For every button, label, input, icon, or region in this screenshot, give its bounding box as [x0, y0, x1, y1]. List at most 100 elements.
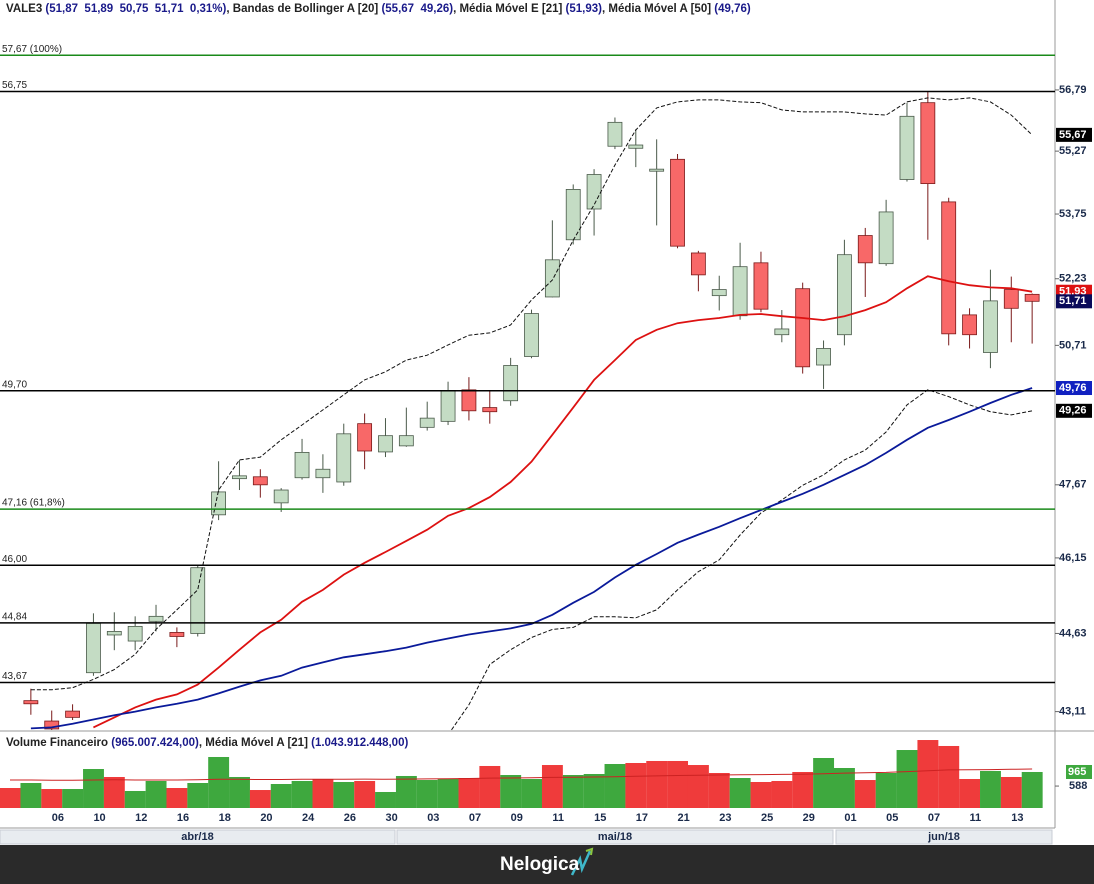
price-badge: [1056, 294, 1092, 309]
volume-bar: [771, 780, 793, 808]
candle-body: [962, 314, 977, 336]
candle-body: [1003, 289, 1019, 309]
title-part: (1.043.912.448,00): [311, 737, 409, 749]
candle-body: [607, 121, 623, 147]
brand: Nelogica: [500, 854, 580, 875]
candle-body: [294, 451, 310, 479]
volume-title: Volume Financeiro (965.007.424,00), Médi…: [6, 737, 408, 749]
price-badge: [1056, 381, 1092, 396]
candle-body: [106, 631, 122, 636]
volume-bar: [562, 775, 584, 808]
y-tick-label: 52,23: [1059, 273, 1087, 285]
candle-body: [774, 328, 790, 336]
volume-bar: [646, 760, 668, 808]
indicator-line: [93, 275, 1033, 729]
level-label: 46,00: [2, 554, 27, 565]
volume-bar: [437, 779, 459, 808]
x-tick-label: 07: [928, 812, 940, 824]
volume-bar: [854, 780, 876, 808]
volume-bar: [875, 773, 897, 808]
level-label: 47,16 (61,8%): [2, 498, 65, 509]
candle-body: [920, 102, 936, 185]
volume-badge-label: 965: [1068, 766, 1086, 778]
volume-bar: [354, 780, 376, 808]
volume-bar: [20, 783, 42, 808]
candle-body: [169, 632, 185, 637]
candle-body: [23, 700, 39, 705]
volume-bar: [813, 758, 835, 808]
x-tick-label: 06: [52, 812, 64, 824]
title-part: (51,93): [565, 3, 602, 15]
y-tick-label: 56,79: [1059, 84, 1087, 96]
volume-bar: [1021, 771, 1043, 808]
title-part: , Média Móvel E [21]: [453, 3, 566, 15]
month-band: [835, 829, 1053, 845]
volume-bar: [62, 789, 84, 808]
candle-body: [190, 567, 206, 634]
candle-body: [65, 710, 80, 718]
volume-bar: [500, 775, 522, 808]
candle-body: [378, 435, 393, 453]
volume-bar: [395, 775, 417, 808]
title-part: (55,67 49,26): [381, 3, 454, 15]
title-part: VALE3: [6, 3, 46, 15]
x-tick-label: 25: [761, 812, 773, 824]
level-label: 43,67: [2, 671, 27, 682]
indicator-line: [30, 97, 1033, 691]
volume-bar: [0, 788, 21, 808]
candle-body: [732, 266, 748, 317]
volume-bar: [229, 776, 250, 808]
x-tick-label: 15: [594, 812, 606, 824]
month-band: [396, 829, 834, 845]
candle-body: [753, 262, 769, 310]
candle-body: [440, 390, 456, 422]
candle-body: [336, 433, 352, 483]
level-label: 57,67 (100%): [2, 44, 62, 55]
volume-bar: [479, 765, 501, 808]
candle-body: [252, 476, 268, 486]
price-badge-label: 49,76: [1059, 382, 1087, 394]
x-tick-label: 01: [844, 812, 856, 824]
candle-body: [1024, 293, 1040, 302]
candle-body: [837, 254, 852, 336]
candle-body: [315, 468, 331, 479]
volume-bar: [917, 740, 939, 808]
x-tick-label: 10: [93, 812, 105, 824]
level-label: 44,84: [2, 612, 27, 623]
volume-bar: [708, 773, 730, 808]
y-tick-label: 50,71: [1059, 339, 1087, 351]
candle-body: [899, 115, 915, 180]
price-badge-label: 49,26: [1059, 405, 1087, 417]
volume-bar: [750, 781, 772, 808]
volume-bar: [1000, 776, 1022, 808]
volume-bar: [208, 756, 230, 808]
x-tick-label: 16: [177, 812, 189, 824]
month-label: abr/18: [181, 831, 213, 843]
candle-body: [461, 389, 477, 412]
volume-bar: [687, 765, 709, 808]
candle-body: [544, 259, 560, 298]
volume-bar: [103, 776, 125, 808]
x-tick-label: 30: [385, 812, 397, 824]
volume-bar: [166, 788, 188, 808]
level-label: 56,75: [2, 80, 27, 91]
price-badge: [1056, 127, 1092, 142]
title-part: , Média Móvel A [21]: [198, 737, 312, 749]
candle-body: [273, 489, 289, 504]
volume-ma: [10, 768, 1033, 781]
price-panel: [23, 91, 1040, 731]
candle-body: [816, 348, 831, 366]
candle-body: [983, 300, 998, 353]
x-tick-label: 03: [427, 812, 439, 824]
x-tick-label: 21: [678, 812, 690, 824]
title-part: (51,87 51,89 50,75 51,71 0,31%): [45, 3, 227, 15]
volume-bar: [375, 791, 396, 808]
volume-bar: [959, 779, 981, 808]
y-tick-label: 43,11: [1059, 706, 1086, 718]
volume-bar: [834, 768, 855, 808]
indicator-line: [450, 389, 1033, 731]
x-tick-label: 11: [970, 812, 982, 824]
candle-body: [628, 144, 644, 149]
volume-bar: [583, 774, 605, 808]
